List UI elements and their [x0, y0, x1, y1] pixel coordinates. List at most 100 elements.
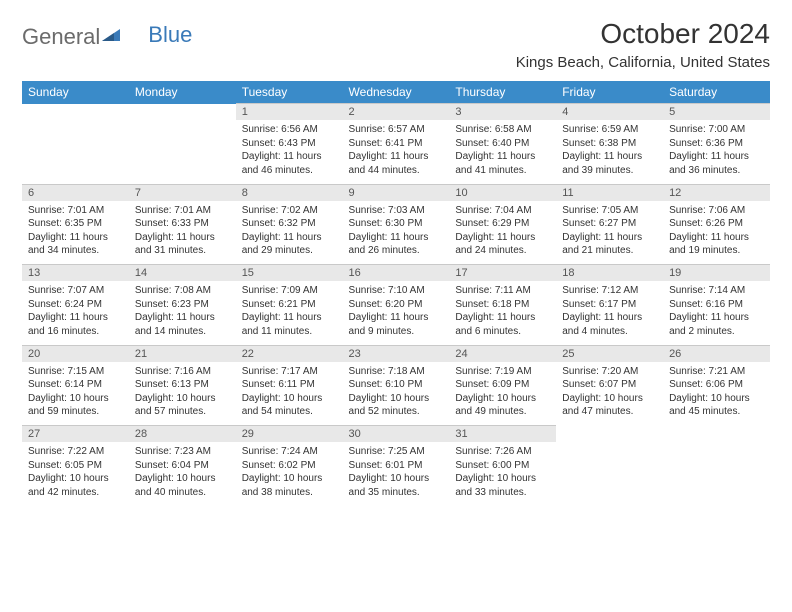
sunset-text: Sunset: 6:04 PM	[135, 459, 230, 473]
sunrise-text: Sunrise: 7:15 AM	[28, 365, 123, 379]
sunrise-text: Sunrise: 7:18 AM	[349, 365, 444, 379]
sunrise-text: Sunrise: 7:26 AM	[455, 445, 550, 459]
day-number-cell: 19	[663, 265, 770, 282]
sunrise-text: Sunrise: 7:08 AM	[135, 284, 230, 298]
sunset-text: Sunset: 6:21 PM	[242, 298, 337, 312]
sunset-text: Sunset: 6:01 PM	[349, 459, 444, 473]
weekday-header: Saturday	[663, 81, 770, 104]
sunrise-text: Sunrise: 7:19 AM	[455, 365, 550, 379]
day-content-cell	[556, 442, 663, 506]
day-number-row: 6789101112	[22, 184, 770, 201]
day-number-cell: 22	[236, 345, 343, 362]
logo-text-blue: Blue	[148, 22, 192, 48]
sunrise-text: Sunrise: 7:20 AM	[562, 365, 657, 379]
calendar-body: 12345Sunrise: 6:56 AMSunset: 6:43 PMDayl…	[22, 104, 770, 507]
day-content-cell: Sunrise: 7:09 AMSunset: 6:21 PMDaylight:…	[236, 281, 343, 345]
sunset-text: Sunset: 6:29 PM	[455, 217, 550, 231]
day-number-cell	[663, 426, 770, 443]
day-number-cell: 25	[556, 345, 663, 362]
day-number-cell: 24	[449, 345, 556, 362]
day-content-cell: Sunrise: 7:02 AMSunset: 6:32 PMDaylight:…	[236, 201, 343, 265]
daylight-text: Daylight: 11 hours and 26 minutes.	[349, 231, 444, 258]
day-number-cell: 28	[129, 426, 236, 443]
day-number-cell: 20	[22, 345, 129, 362]
day-number-row: 13141516171819	[22, 265, 770, 282]
sunrise-text: Sunrise: 7:11 AM	[455, 284, 550, 298]
logo: General Blue	[22, 24, 192, 50]
day-number-cell: 26	[663, 345, 770, 362]
day-number-cell: 13	[22, 265, 129, 282]
day-number-cell: 29	[236, 426, 343, 443]
day-number-cell: 1	[236, 104, 343, 121]
sunset-text: Sunset: 6:20 PM	[349, 298, 444, 312]
daylight-text: Daylight: 11 hours and 19 minutes.	[669, 231, 764, 258]
day-number-cell: 3	[449, 104, 556, 121]
day-number-cell: 4	[556, 104, 663, 121]
sunset-text: Sunset: 6:43 PM	[242, 137, 337, 151]
daylight-text: Daylight: 10 hours and 40 minutes.	[135, 472, 230, 499]
sunset-text: Sunset: 6:38 PM	[562, 137, 657, 151]
day-number-cell: 31	[449, 426, 556, 443]
day-content-cell: Sunrise: 7:01 AMSunset: 6:35 PMDaylight:…	[22, 201, 129, 265]
sunrise-text: Sunrise: 7:03 AM	[349, 204, 444, 218]
sunset-text: Sunset: 6:10 PM	[349, 378, 444, 392]
daylight-text: Daylight: 11 hours and 39 minutes.	[562, 150, 657, 177]
sunrise-text: Sunrise: 7:16 AM	[135, 365, 230, 379]
day-content-cell: Sunrise: 6:59 AMSunset: 6:38 PMDaylight:…	[556, 120, 663, 184]
sunrise-text: Sunrise: 7:01 AM	[28, 204, 123, 218]
weekday-header-row: SundayMondayTuesdayWednesdayThursdayFrid…	[22, 81, 770, 104]
daylight-text: Daylight: 11 hours and 21 minutes.	[562, 231, 657, 258]
day-content-row: Sunrise: 7:15 AMSunset: 6:14 PM Daylight:…	[22, 362, 770, 426]
day-number-cell: 23	[343, 345, 450, 362]
header: General Blue October 2024	[22, 18, 770, 50]
daylight-text: Daylight: 11 hours and 34 minutes.	[28, 231, 123, 258]
sunset-text: Sunset: 6:02 PM	[242, 459, 337, 473]
day-number-cell	[129, 104, 236, 121]
day-content-row: Sunrise: 6:56 AMSunset: 6:43 PMDaylight:…	[22, 120, 770, 184]
day-number-cell: 2	[343, 104, 450, 121]
sunrise-text: Sunrise: 7:14 AM	[669, 284, 764, 298]
day-content-cell: Sunrise: 7:18 AMSunset: 6:10 PMDaylight:…	[343, 362, 450, 426]
day-number-cell	[556, 426, 663, 443]
day-content-cell: Sunrise: 7:15 AMSunset: 6:14 PMDaylight:…	[22, 362, 129, 426]
day-content-cell: Sunrise: 7:12 AMSunset: 6:17 PMDaylight:…	[556, 281, 663, 345]
day-content-cell: Sunrise: 7:04 AMSunset: 6:29 PMDaylight:…	[449, 201, 556, 265]
sunset-text: Sunset: 6:06 PM	[669, 378, 764, 392]
day-number-cell: 18	[556, 265, 663, 282]
day-content-cell: Sunrise: 7:21 AMSunset: 6:06 PMDaylight:…	[663, 362, 770, 426]
sunrise-text: Sunrise: 6:58 AM	[455, 123, 550, 137]
day-content-cell: Sunrise: 7:05 AMSunset: 6:27 PMDaylight:…	[556, 201, 663, 265]
daylight-text: Daylight: 11 hours and 41 minutes.	[455, 150, 550, 177]
daylight-text: Daylight: 11 hours and 16 minutes.	[28, 311, 123, 338]
weekday-header: Friday	[556, 81, 663, 104]
sunrise-text: Sunrise: 7:04 AM	[455, 204, 550, 218]
daylight-text: Daylight: 10 hours and 52 minutes.	[349, 392, 444, 419]
weekday-header: Sunday	[22, 81, 129, 104]
daylight-text: Daylight: 11 hours and 46 minutes.	[242, 150, 337, 177]
sunrise-text: Sunrise: 7:09 AM	[242, 284, 337, 298]
sunset-text: Sunset: 6:00 PM	[455, 459, 550, 473]
day-content-row: Sunrise: 7:22 AMSunset: 6:05 PMDaylight:…	[22, 442, 770, 506]
daylight-text: Daylight: 10 hours and 38 minutes.	[242, 472, 337, 499]
day-content-cell: Sunrise: 7:23 AMSunset: 6:04 PMDaylight:…	[129, 442, 236, 506]
day-content-cell: Sunrise: 7:00 AMSunset: 6:36 PMDaylight:…	[663, 120, 770, 184]
day-content-cell: Sunrise: 7:22 AMSunset: 6:05 PMDaylight:…	[22, 442, 129, 506]
sunset-text: Sunset: 6:26 PM	[669, 217, 764, 231]
calendar-table: SundayMondayTuesdayWednesdayThursdayFrid…	[22, 81, 770, 506]
day-number-cell: 9	[343, 184, 450, 201]
sunset-text: Sunset: 6:33 PM	[135, 217, 230, 231]
sunset-text: Sunset: 6:14 PM	[28, 378, 123, 392]
day-number-cell: 17	[449, 265, 556, 282]
sunset-text: Sunset: 6:16 PM	[669, 298, 764, 312]
day-content-cell: Sunrise: 7:11 AMSunset: 6:18 PMDaylight:…	[449, 281, 556, 345]
day-number-cell: 11	[556, 184, 663, 201]
daylight-text: Daylight: 11 hours and 29 minutes.	[242, 231, 337, 258]
sunrise-text: Sunrise: 7:05 AM	[562, 204, 657, 218]
day-content-cell	[663, 442, 770, 506]
sunrise-text: Sunrise: 7:12 AM	[562, 284, 657, 298]
page-title: October 2024	[600, 18, 770, 50]
day-content-cell: Sunrise: 6:57 AMSunset: 6:41 PMDaylight:…	[343, 120, 450, 184]
day-content-cell: Sunrise: 6:56 AMSunset: 6:43 PMDaylight:…	[236, 120, 343, 184]
day-number-cell: 7	[129, 184, 236, 201]
sunrise-text: Sunrise: 7:17 AM	[242, 365, 337, 379]
